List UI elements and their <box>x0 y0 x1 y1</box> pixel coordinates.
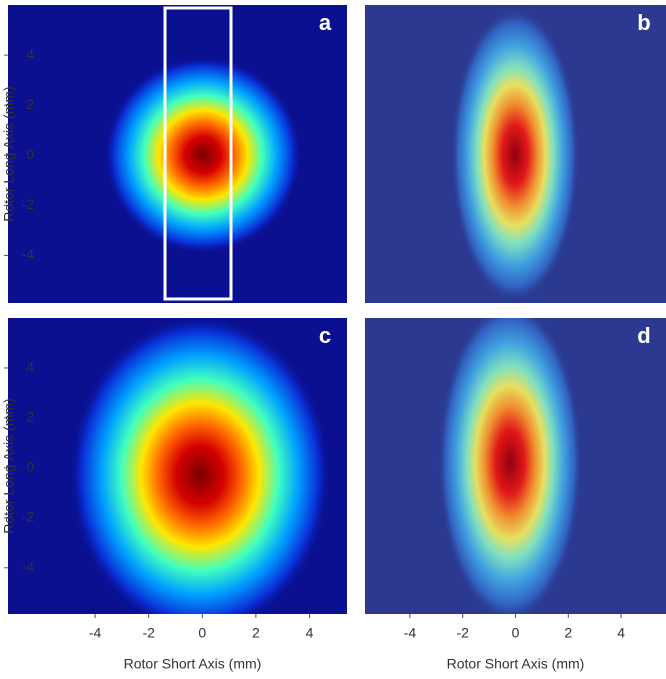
x-axis-label: Rotor Short Axis (mm) <box>124 656 262 672</box>
y-tick-label: 2 <box>26 409 34 425</box>
x-tick-label: -2 <box>142 625 155 641</box>
y-tick-label: 0 <box>26 459 34 475</box>
x-tick-label: 2 <box>252 625 260 641</box>
x-tick-label: -4 <box>89 625 102 641</box>
x-tick-label: 0 <box>512 625 520 641</box>
x-tick-label: 0 <box>198 625 206 641</box>
panel-label: d <box>637 323 650 348</box>
y-tick-label: 4 <box>26 46 34 62</box>
y-tick-label: 2 <box>26 96 34 112</box>
y-tick-label: 0 <box>26 146 34 162</box>
panel-label: c <box>319 323 331 348</box>
heatmap-blob <box>103 55 303 255</box>
x-axis-label: Rotor Short Axis (mm) <box>447 656 585 672</box>
panel-label: a <box>319 10 332 35</box>
x-tick-label: 4 <box>617 625 625 641</box>
y-tick-label: -2 <box>22 509 35 525</box>
x-tick-label: -2 <box>456 625 469 641</box>
x-tick-label: -4 <box>404 625 417 641</box>
x-tick-label: 2 <box>564 625 572 641</box>
heatmap-blob <box>68 318 332 614</box>
x-tick-label: 4 <box>306 625 314 641</box>
y-tick-label: -4 <box>22 246 35 262</box>
y-tick-label: 4 <box>26 359 34 375</box>
y-tick-label: -4 <box>22 558 35 574</box>
y-tick-label: -2 <box>22 196 35 212</box>
heatmap-blob <box>451 7 579 303</box>
selection-box <box>163 6 233 301</box>
y-axis-label: Rotor Long Axis (mm) <box>1 398 17 533</box>
heatmap-blob <box>438 318 582 614</box>
y-axis-label: Rotor Long Axis (mm) <box>1 86 17 221</box>
panel-label: b <box>637 10 650 35</box>
